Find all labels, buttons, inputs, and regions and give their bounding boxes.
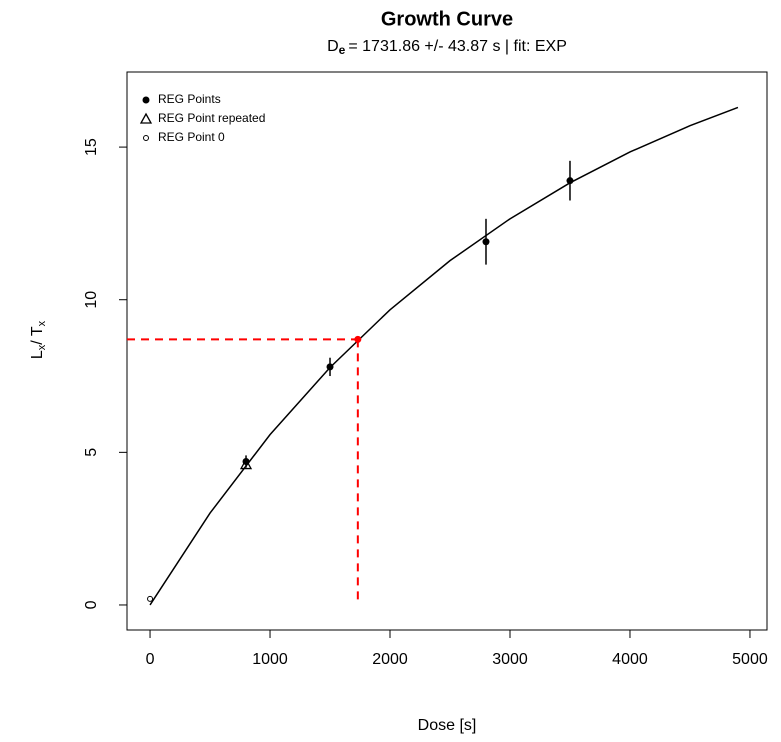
y-axis-label: Lx/ Tx — [29, 320, 48, 359]
y-tick-label: 5 — [83, 448, 100, 457]
x-tick-label: 0 — [146, 651, 155, 668]
x-tick-label: 1000 — [252, 651, 288, 668]
y-label-part: L — [29, 350, 46, 359]
legend-label: REG Point repeated — [158, 111, 265, 125]
data-point — [482, 238, 490, 246]
legend-symbol — [142, 96, 150, 104]
x-axis-label: Dose [s] — [418, 717, 477, 734]
y-label-part: / T — [29, 326, 46, 345]
de-point — [354, 335, 362, 343]
x-tick-label: 4000 — [612, 651, 648, 668]
y-label-part: x — [36, 344, 48, 350]
y-label-part: x — [36, 320, 48, 326]
data-point — [239, 458, 253, 470]
y-tick-label: 0 — [83, 600, 100, 609]
fit-curve — [149, 106, 739, 606]
x-tick-label: 3000 — [492, 651, 528, 668]
subtitle-part: = 1731.86 +/- 43.87 s | fit: EXP — [348, 38, 567, 55]
legend-symbol — [143, 135, 149, 141]
data-point — [566, 177, 574, 185]
legend-label: REG Point 0 — [158, 130, 225, 144]
data-point — [147, 595, 154, 602]
chart-subtitle: De = 1731.86 +/- 43.87 s | fit: EXP — [327, 38, 567, 57]
subtitle-part: e — [339, 43, 346, 57]
y-tick-label: 10 — [83, 291, 100, 309]
data-point — [326, 363, 334, 371]
legend-label: REG Points — [158, 92, 221, 106]
x-tick-label: 2000 — [372, 651, 408, 668]
y-tick-label: 15 — [83, 138, 100, 156]
x-tick-label: 5000 — [732, 651, 768, 668]
subtitle-part: D — [327, 38, 339, 55]
legend-symbol — [139, 112, 153, 124]
chart-title: Growth Curve — [381, 8, 513, 30]
plot-box — [126, 71, 768, 631]
